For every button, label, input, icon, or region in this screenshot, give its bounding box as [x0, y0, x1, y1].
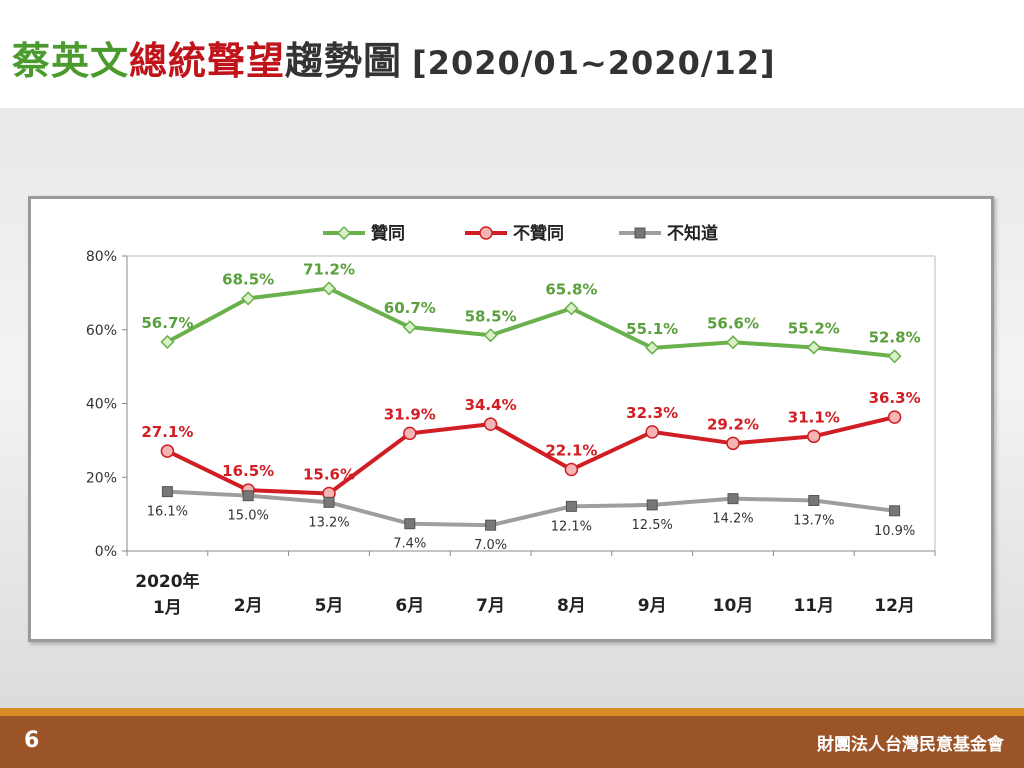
x-tick-label: 10月 — [713, 596, 754, 616]
data-label: 55.1% — [626, 320, 678, 338]
approve-marker — [564, 301, 579, 316]
data-label: 32.3% — [626, 404, 678, 422]
data-label: 60.7% — [384, 299, 436, 317]
data-label: 58.5% — [465, 307, 517, 325]
approve-marker — [483, 328, 498, 343]
data-label: 56.6% — [707, 314, 759, 332]
data-label: 31.9% — [384, 405, 436, 423]
approve-marker — [806, 340, 821, 355]
disapprove-marker — [807, 429, 821, 444]
series-line-1 — [166, 415, 896, 496]
x-tick-label: 5月 — [315, 596, 344, 616]
x-tick-label: 9月 — [638, 596, 667, 616]
disapprove-marker — [160, 444, 175, 458]
disapprove-marker — [403, 426, 417, 441]
data-label: 31.1% — [788, 408, 840, 426]
approve-marker — [645, 340, 660, 355]
approve-marker — [321, 281, 337, 296]
data-label: 55.2% — [788, 319, 840, 337]
footer-bar: 6 財團法人台灣民意基金會 — [0, 716, 1024, 768]
page-number: 6 — [24, 728, 40, 753]
data-label: 29.2% — [707, 415, 759, 433]
x-tick-label: 6月 — [395, 596, 424, 616]
legend-marker-approve — [336, 225, 352, 241]
disapprove-marker — [564, 462, 579, 477]
data-label: 68.5% — [222, 270, 274, 288]
series-line-2 — [167, 489, 895, 528]
y-tick-label: 20% — [86, 470, 117, 486]
disapprove-marker — [483, 417, 498, 431]
data-label: 10.9% — [874, 524, 915, 539]
organization-name: 財團法人台灣民意基金會 — [817, 735, 1004, 755]
unknown-marker — [808, 494, 820, 506]
legend-marker-disapprove — [479, 226, 493, 240]
x-tick-label: 8月 — [557, 596, 586, 616]
data-label: 12.5% — [632, 518, 673, 533]
data-label: 14.2% — [712, 512, 753, 527]
approve-marker — [887, 349, 902, 364]
approve-marker — [725, 335, 741, 350]
unknown-marker — [404, 518, 416, 530]
title-part-president: 蔡英文 — [12, 39, 130, 83]
disapprove-marker — [887, 410, 902, 424]
series-line-0 — [166, 286, 895, 359]
unknown-marker — [646, 499, 658, 511]
y-tick-label: 60% — [86, 323, 117, 339]
unknown-marker — [889, 505, 901, 517]
data-label: 7.0% — [474, 538, 507, 553]
data-label: 56.7% — [141, 314, 193, 332]
approve-marker — [402, 320, 417, 335]
x-tick-label: 2月 — [234, 596, 263, 616]
data-label: 13.7% — [793, 513, 834, 528]
x-tick-label: 1月 — [153, 598, 182, 618]
data-label: 13.2% — [308, 515, 349, 530]
x-tick-label: 11月 — [793, 596, 834, 616]
data-label: 65.8% — [545, 280, 597, 298]
legend-entry: 不知道 — [667, 223, 718, 244]
y-tick-label: 80% — [86, 249, 117, 265]
disapprove-marker — [726, 436, 740, 451]
data-label: 12.1% — [551, 519, 592, 534]
unknown-marker — [485, 519, 497, 531]
data-label: 16.1% — [147, 505, 188, 520]
data-label: 71.2% — [303, 260, 355, 278]
data-label: 36.3% — [869, 389, 921, 407]
title-part-approval: 總統聲望 — [129, 39, 286, 83]
unknown-marker — [242, 490, 254, 502]
x-year-label: 2020年 — [135, 571, 199, 592]
data-label: 15.0% — [228, 509, 269, 524]
data-label: 15.6% — [303, 465, 355, 483]
slide-title: 蔡英文總統聲望趨勢圖 [2020/01~2020/12] — [12, 30, 776, 90]
data-label: 7.4% — [393, 537, 426, 552]
approve-marker — [160, 334, 175, 349]
unknown-marker — [161, 486, 173, 498]
legend-entry: 不贊同 — [513, 223, 564, 244]
data-label: 16.5% — [222, 462, 274, 480]
title-part-trend: 趨勢圖 — [285, 39, 403, 83]
legend-marker-unknown — [634, 227, 646, 239]
data-label: 27.1% — [141, 423, 193, 441]
y-tick-label: 0% — [95, 544, 117, 560]
data-label: 34.4% — [465, 396, 517, 414]
disapprove-marker — [645, 425, 659, 439]
unknown-marker — [323, 496, 335, 508]
x-tick-label: 7月 — [476, 596, 505, 616]
data-label: 52.8% — [869, 328, 921, 346]
x-tick-label: 12月 — [874, 596, 915, 616]
approval-line-chart: 0% 20% 40% 60% 80% 2020年 1月 2月 5月 6月 7月 8月 9月 10月 11月 1… — [86, 223, 936, 618]
unknown-marker — [727, 493, 739, 505]
approve-marker — [241, 291, 256, 306]
title-date-range: [2020/01~2020/12] — [412, 44, 776, 82]
y-tick-label: 40% — [86, 397, 117, 413]
chart-frame: 0% 20% 40% 60% 80% 2020年 1月 2月 5月 6月 7月 8月 9月 10月 11月 1… — [28, 196, 994, 642]
data-label: 22.1% — [545, 442, 597, 460]
legend-entry: 贊同 — [371, 223, 405, 244]
unknown-marker — [565, 500, 577, 512]
footer-accent-line — [0, 708, 1024, 716]
